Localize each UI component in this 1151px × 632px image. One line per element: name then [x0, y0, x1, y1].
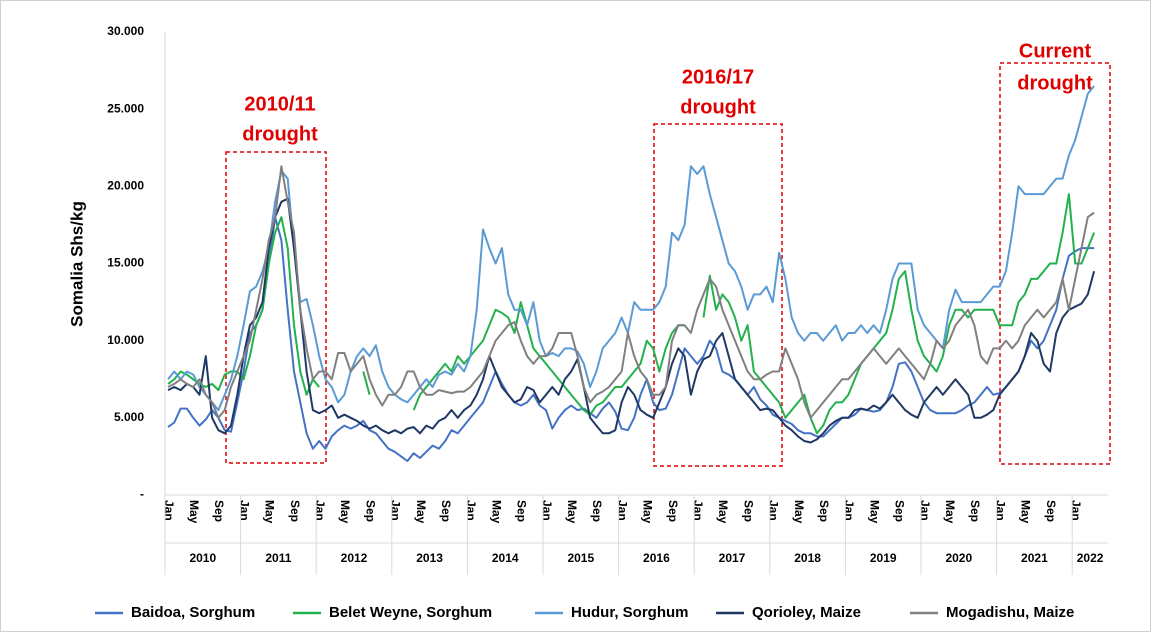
x-tick-label: Sep	[515, 500, 529, 522]
year-label: 2016	[643, 551, 670, 565]
x-tick-label: Jan	[464, 500, 478, 521]
x-tick-label: Jan	[237, 500, 251, 521]
x-tick-label: Jan	[1069, 500, 1083, 521]
annotation: 2016/17	[682, 66, 754, 88]
x-tick-label: May	[565, 500, 579, 524]
x-tick-label: May	[338, 500, 352, 524]
series-line	[167, 216, 320, 396]
series-line	[702, 193, 1096, 435]
x-tick-label: Sep	[439, 500, 453, 522]
x-tick-label: Jan	[767, 500, 781, 521]
x-tick-label: Sep	[363, 500, 377, 522]
x-tick-label: Sep	[590, 500, 604, 522]
x-tick-label: May	[792, 500, 806, 524]
annotation: drought	[242, 123, 318, 145]
year-label: 2019	[870, 551, 897, 565]
annotation: drought	[680, 96, 756, 118]
year-label: 2014	[492, 551, 519, 565]
drought-box	[999, 62, 1111, 465]
x-tick-label: Sep	[893, 500, 907, 522]
x-tick-label: May	[187, 500, 201, 524]
year-label: 2018	[794, 551, 821, 565]
year-label: 2011	[265, 551, 291, 565]
x-tick-label: May	[641, 500, 655, 524]
x-tick-label: May	[263, 500, 277, 524]
x-tick-label: Jan	[842, 500, 856, 521]
y-axis-title: Somalia Shs/kg	[67, 201, 86, 327]
annotation: Current	[1019, 40, 1092, 62]
series-line	[167, 216, 1095, 462]
x-tick-label: Sep	[741, 500, 755, 522]
y-tick-label: 15.000	[107, 256, 144, 270]
year-label: 2017	[719, 551, 746, 565]
drought-box	[653, 123, 783, 467]
legend-label: Belet Weyne, Sorghum	[329, 604, 492, 621]
x-tick-label: Jan	[993, 500, 1007, 521]
series-line	[167, 197, 1096, 444]
series-line	[412, 301, 685, 416]
x-tick-label: Sep	[1044, 500, 1058, 522]
x-tick-label: Sep	[666, 500, 680, 522]
x-tick-label: Sep	[817, 500, 831, 522]
series-line	[167, 165, 1095, 419]
year-label: 2020	[945, 551, 972, 565]
x-tick-label: May	[943, 500, 957, 524]
x-tick-label: Sep	[968, 500, 982, 522]
y-tick-label: -	[140, 487, 144, 501]
year-label: 2013	[416, 551, 443, 565]
legend-label: Baidoa, Sorghum	[131, 604, 255, 621]
x-tick-label: Jan	[313, 500, 327, 521]
x-tick-label: Sep	[288, 500, 302, 522]
annotation: 2010/11	[244, 93, 315, 115]
y-tick-label: 10.000	[107, 333, 144, 347]
year-label: 2012	[341, 551, 368, 565]
year-label: 2010	[189, 551, 216, 565]
series-line	[362, 371, 371, 395]
year-label: 2022	[1077, 551, 1104, 565]
drought-box	[225, 151, 327, 464]
x-tick-label: May	[867, 500, 881, 524]
x-tick-label: May	[716, 500, 730, 524]
y-tick-label: 20.000	[107, 179, 144, 193]
legend-label: Qorioley, Maize	[752, 604, 861, 621]
x-tick-label: May	[414, 500, 428, 524]
x-tick-label: Jan	[691, 500, 705, 521]
legend-label: Mogadishu, Maize	[946, 604, 1074, 621]
annotation: drought	[1017, 72, 1093, 94]
x-tick-label: Jan	[918, 500, 932, 521]
x-tick-label: May	[489, 500, 503, 524]
x-tick-label: Jan	[162, 500, 176, 521]
x-tick-label: May	[1019, 500, 1033, 524]
x-tick-label: Jan	[389, 500, 403, 521]
x-tick-label: Jan	[540, 500, 554, 521]
x-tick-label: Sep	[212, 500, 226, 522]
legend-label: Hudur, Sorghum	[571, 604, 689, 621]
y-tick-label: 5.000	[114, 410, 144, 424]
x-tick-label: Jan	[615, 500, 629, 521]
year-label: 2021	[1021, 551, 1048, 565]
y-tick-label: 25.000	[107, 101, 144, 115]
y-tick-label: 30.000	[107, 24, 144, 38]
year-label: 2015	[567, 551, 594, 565]
